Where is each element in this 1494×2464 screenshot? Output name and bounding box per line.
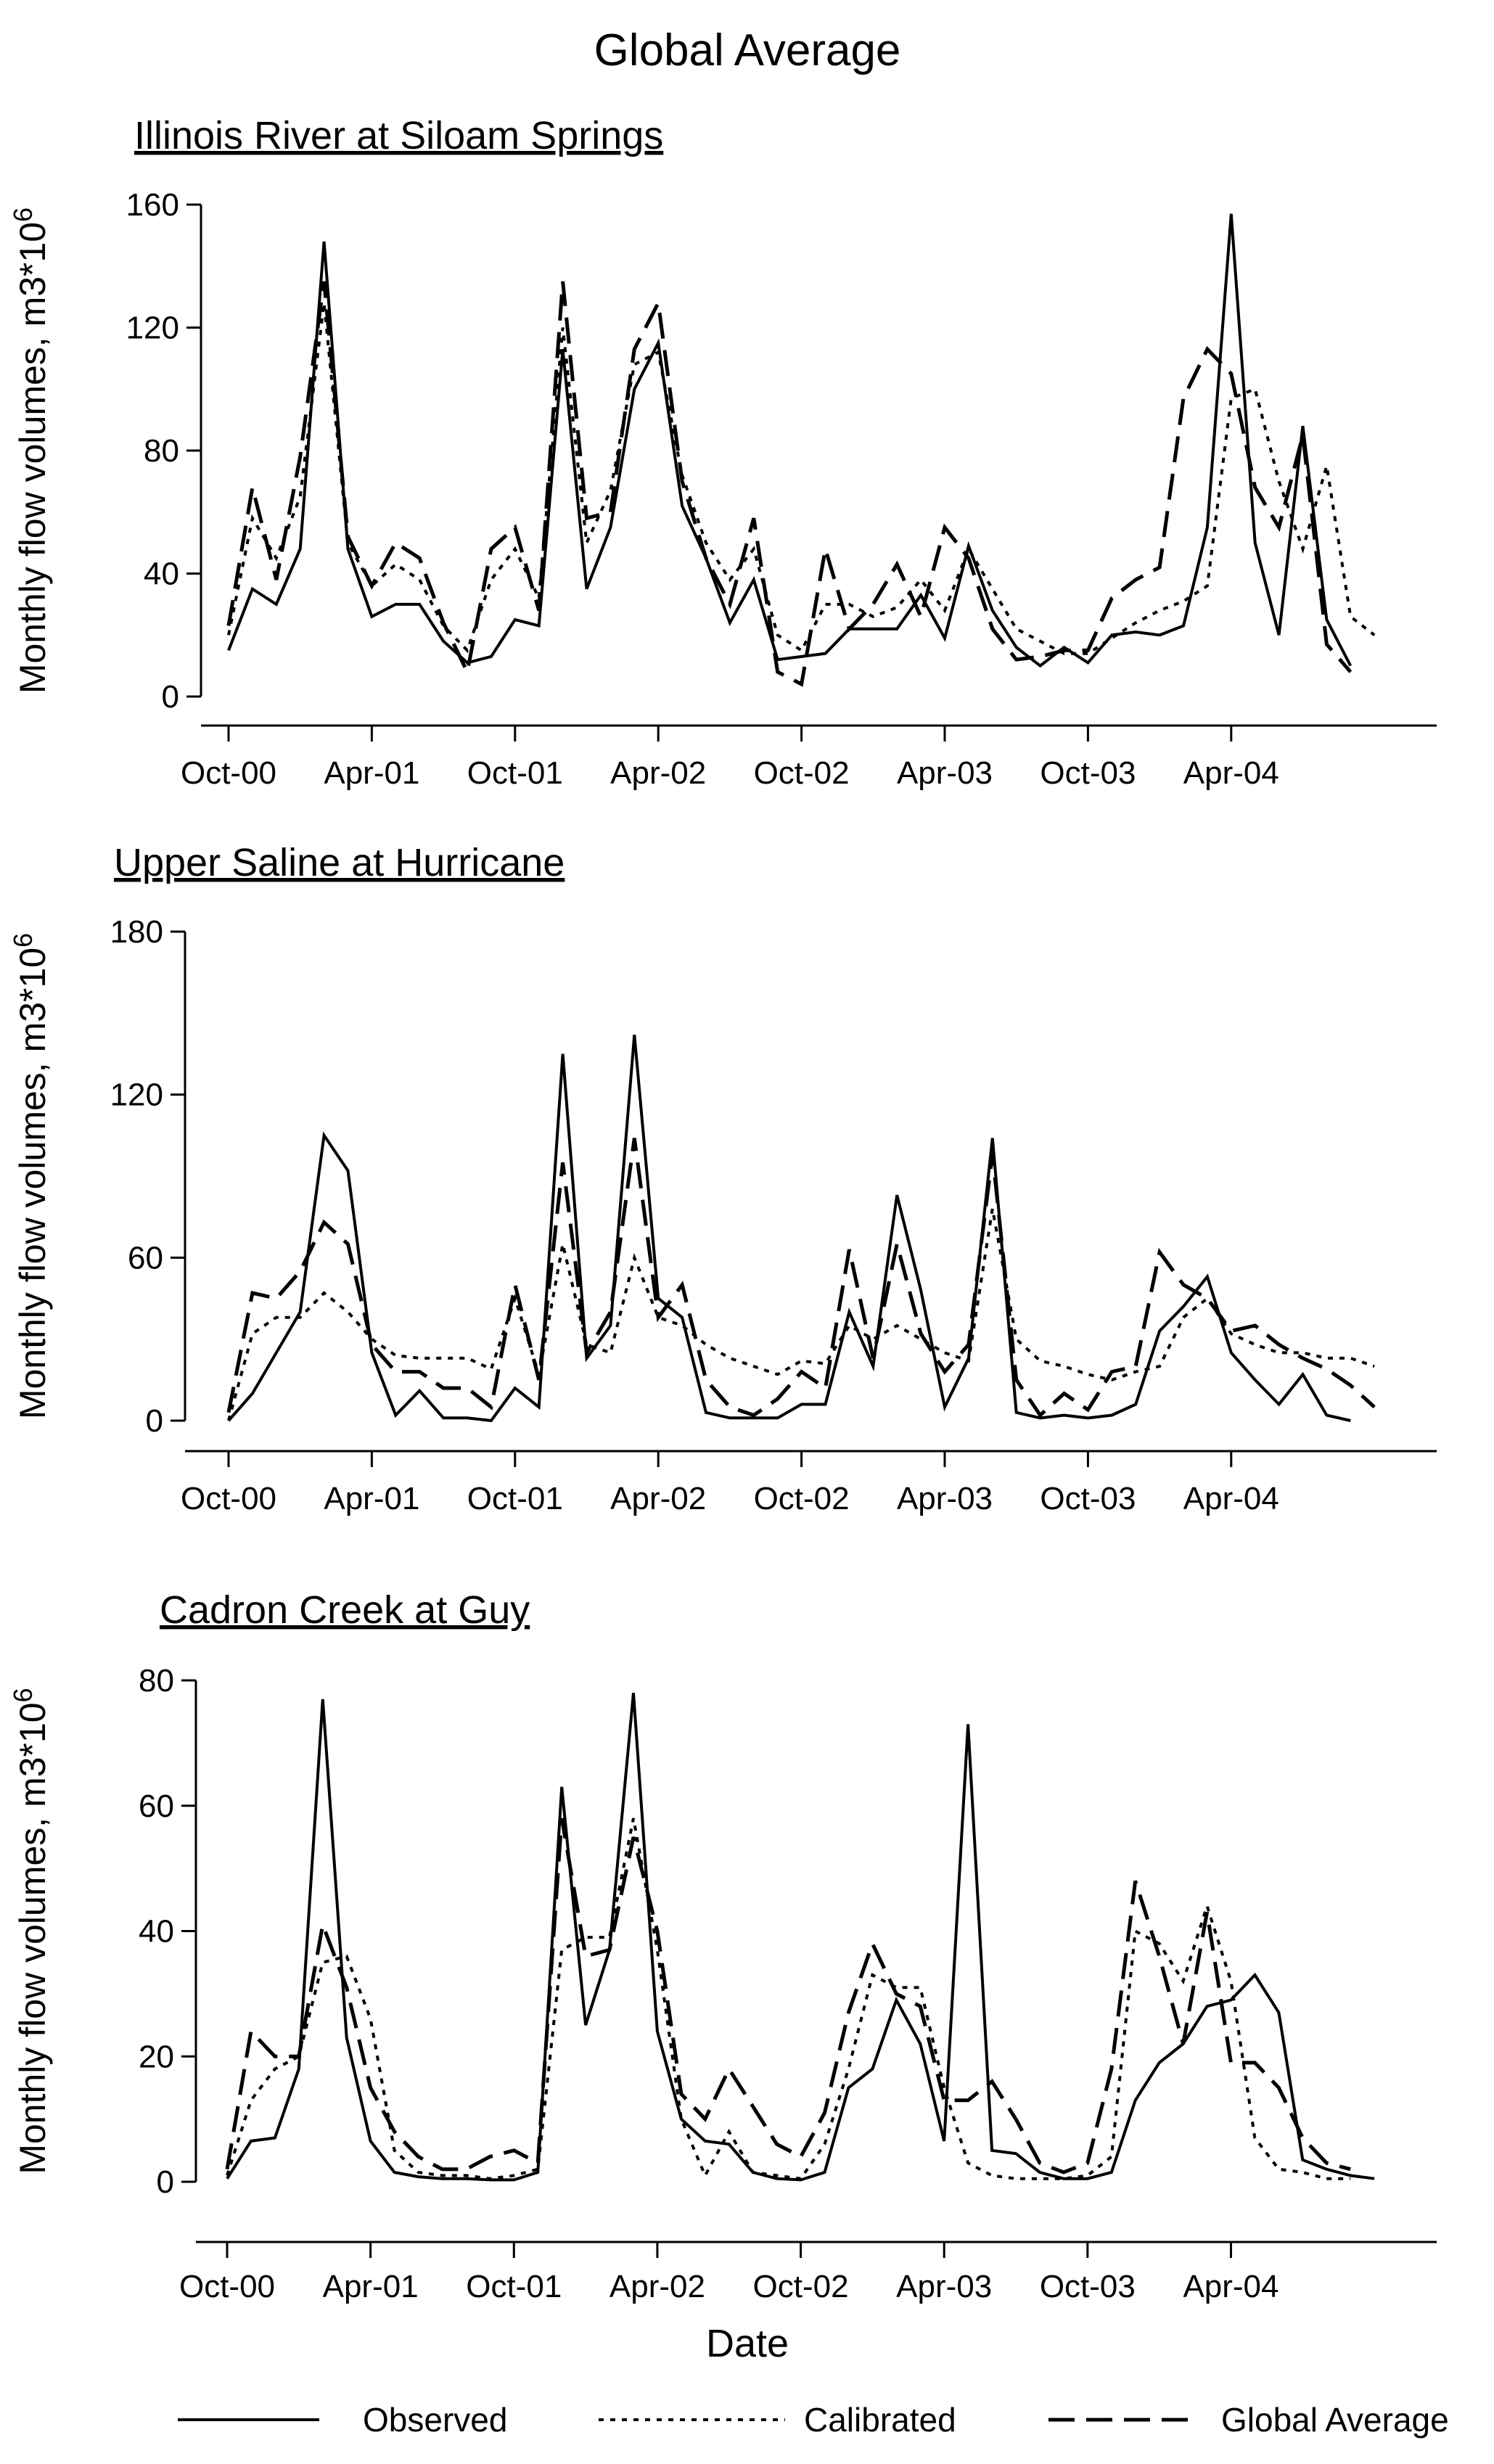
x-tick-label: Apr-01 bbox=[324, 1481, 419, 1516]
main-title: Global Average bbox=[594, 25, 901, 75]
y-tick-label: 60 bbox=[128, 1240, 163, 1276]
y-tick-label: 0 bbox=[157, 2164, 174, 2200]
panel-title: Upper Saline at Hurricane bbox=[114, 841, 565, 884]
panel-upper-saline: Upper Saline at Hurricane 0 60 120 180 Oct-00… bbox=[8, 841, 1437, 1516]
series-line-global-average bbox=[226, 1138, 1376, 1418]
series-line-calibrated bbox=[227, 303, 1376, 655]
y-tick-label: 80 bbox=[139, 1663, 174, 1699]
y-tick-label: 20 bbox=[139, 2039, 174, 2074]
y-axis-label: Monthly flow volumes, m3*106 bbox=[8, 933, 53, 1419]
y-tick-label: 120 bbox=[110, 1077, 163, 1113]
y-tick-label: 40 bbox=[139, 1914, 174, 1950]
x-tick-label: Oct-03 bbox=[1040, 2269, 1136, 2304]
legend-label: Global Average bbox=[1221, 2401, 1449, 2439]
x-tick-label: Apr-01 bbox=[324, 755, 419, 791]
y-axis-label-text: Monthly flow volumes, m3*10 bbox=[12, 222, 53, 694]
x-tick-label: Oct-01 bbox=[467, 755, 563, 791]
panel-cadron-creek: Cadron Creek at Guy 0 20 40 60 80 Oct-00 Apr-01… bbox=[8, 1588, 1437, 2304]
x-axis-label: Date bbox=[706, 2322, 789, 2365]
x-tick-label: Apr-02 bbox=[610, 1481, 706, 1516]
x-tick-label: Oct-02 bbox=[753, 2269, 849, 2304]
y-axis-label-exponent: 6 bbox=[8, 1688, 38, 1702]
y-tick-label: 80 bbox=[144, 433, 179, 469]
x-tick-label: Apr-03 bbox=[896, 2269, 992, 2304]
x-tick-label: Oct-03 bbox=[1040, 755, 1136, 791]
y-axis-label-text: Monthly flow volumes, m3*10 bbox=[12, 948, 53, 1419]
panel-title: Illinois River at Siloam Springs bbox=[134, 114, 663, 157]
x-tick-label: Apr-01 bbox=[323, 2269, 419, 2304]
x-tick-label: Oct-00 bbox=[179, 2269, 275, 2304]
panel-illinois-river: Illinois River at Siloam Springs 0 40 80 120… bbox=[8, 114, 1437, 791]
x-tick-label: Oct-00 bbox=[181, 755, 276, 791]
x-tick-label: Apr-04 bbox=[1183, 1481, 1279, 1516]
y-tick-label: 180 bbox=[110, 914, 163, 950]
x-tick-label: Apr-04 bbox=[1183, 2269, 1278, 2304]
x-tick-label: Oct-01 bbox=[466, 2269, 562, 2304]
x-tick-label: Oct-01 bbox=[467, 1481, 563, 1516]
y-tick-label: 60 bbox=[139, 1789, 174, 1824]
y-tick-label: 120 bbox=[126, 311, 179, 346]
x-tick-label: Oct-00 bbox=[181, 1481, 276, 1516]
y-tick-label: 160 bbox=[126, 187, 179, 223]
series-line-observed bbox=[227, 1035, 1351, 1423]
x-tick-label: Oct-03 bbox=[1040, 1481, 1136, 1516]
x-tick-label: Apr-04 bbox=[1183, 755, 1279, 791]
x-tick-label: Oct-02 bbox=[754, 1481, 850, 1516]
y-tick-label: 0 bbox=[162, 679, 179, 715]
y-axis-label-exponent: 6 bbox=[8, 208, 38, 222]
legend: Observed Calibrated Global Average bbox=[178, 2401, 1449, 2439]
x-tick-label: Oct-02 bbox=[754, 755, 850, 791]
series-line-observed bbox=[227, 213, 1353, 668]
legend-label: Calibrated bbox=[804, 2401, 956, 2439]
y-axis-label-text: Monthly flow volumes, m3*10 bbox=[12, 1702, 53, 2174]
x-tick-label: Apr-02 bbox=[609, 2269, 705, 2304]
series-line-global-average bbox=[226, 281, 1353, 687]
y-axis-label: Monthly flow volumes, m3*106 bbox=[8, 1688, 53, 2174]
y-tick-label: 40 bbox=[144, 557, 179, 592]
x-tick-label: Apr-03 bbox=[897, 1481, 993, 1516]
legend-label: Observed bbox=[363, 2401, 507, 2439]
y-axis-label: Monthly flow volumes, m3*106 bbox=[8, 208, 53, 694]
x-tick-label: Apr-02 bbox=[610, 755, 706, 791]
y-axis-label-exponent: 6 bbox=[8, 933, 38, 948]
x-tick-label: Apr-03 bbox=[897, 755, 993, 791]
series-line-global-average bbox=[225, 1818, 1351, 2175]
series-line-calibrated bbox=[226, 1818, 1351, 2180]
y-tick-label: 0 bbox=[146, 1403, 163, 1439]
panel-title: Cadron Creek at Guy bbox=[160, 1588, 530, 1632]
series-line-calibrated bbox=[227, 1208, 1375, 1421]
